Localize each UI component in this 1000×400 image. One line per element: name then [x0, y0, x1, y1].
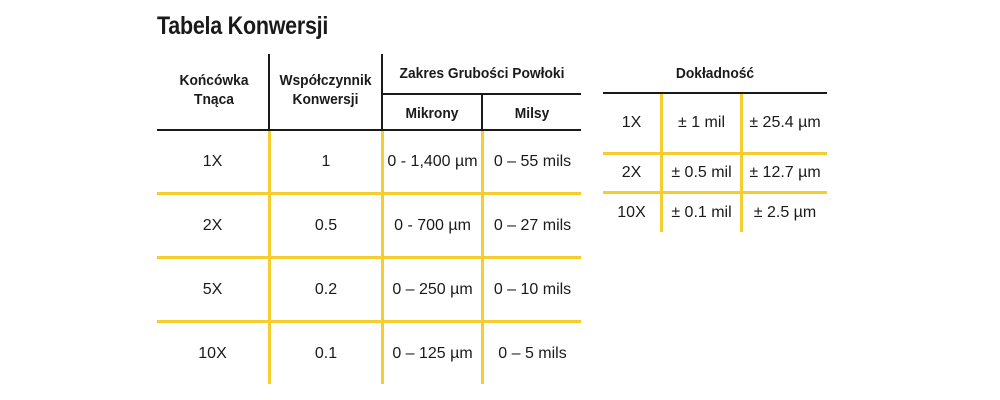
- row-tip: 10X: [198, 344, 227, 362]
- header-bottom-rule: [603, 92, 827, 94]
- row-divider: [157, 192, 581, 195]
- accuracy-tip: 10X: [617, 204, 646, 221]
- header-tip: Końcówka Tnąca: [179, 72, 249, 108]
- row-factor: 0.2: [314, 280, 338, 298]
- row-microns: 0 – 125 µm: [392, 344, 473, 362]
- row-microns: 0 - 1,400 µm: [387, 152, 478, 170]
- accuracy-header: Dokładność: [675, 64, 755, 82]
- row-mils: 0 – 55 mils: [493, 152, 572, 170]
- row-divider: [157, 256, 581, 259]
- row-divider: [157, 320, 581, 323]
- row-divider: [603, 152, 827, 155]
- header-divider: [268, 54, 270, 130]
- row-factor: 0.5: [314, 216, 338, 234]
- row-mils: 0 – 10 mils: [493, 280, 572, 298]
- row-tip: 1X: [202, 152, 223, 170]
- accuracy-um: ± 12.7 µm: [749, 164, 821, 181]
- header-microns: Mikrony: [405, 104, 459, 122]
- accuracy-tip: 1X: [621, 114, 642, 131]
- column-divider: [660, 94, 663, 232]
- row-microns: 0 – 250 µm: [392, 280, 473, 298]
- accuracy-mil: ± 0.5 mil: [671, 164, 732, 181]
- column-divider: [740, 94, 743, 232]
- accuracy-um: ± 2.5 µm: [753, 204, 817, 221]
- row-tip: 5X: [202, 280, 223, 298]
- header-range-group: Zakres Grubości Powłoki: [399, 64, 565, 82]
- header-mils: Milsy: [514, 104, 550, 122]
- header-bottom-rule: [157, 129, 581, 131]
- header-divider: [381, 54, 383, 130]
- row-factor: 0.1: [314, 344, 338, 362]
- page-title: Tabela Konwersji: [157, 12, 329, 40]
- row-factor: 1: [321, 152, 331, 170]
- accuracy-mil: ± 1 mil: [677, 114, 725, 131]
- header-factor: Współczynnik Konwersji: [279, 72, 372, 108]
- row-mils: 0 – 27 mils: [493, 216, 572, 234]
- header-divider: [481, 93, 483, 130]
- row-mils: 0 – 5 mils: [498, 344, 567, 362]
- accuracy-um: ± 25.4 µm: [749, 114, 821, 131]
- row-microns: 0 - 700 µm: [394, 216, 471, 234]
- row-divider: [603, 191, 827, 194]
- row-tip: 2X: [202, 216, 223, 234]
- accuracy-tip: 2X: [621, 164, 642, 181]
- accuracy-mil: ± 0.1 mil: [671, 204, 732, 221]
